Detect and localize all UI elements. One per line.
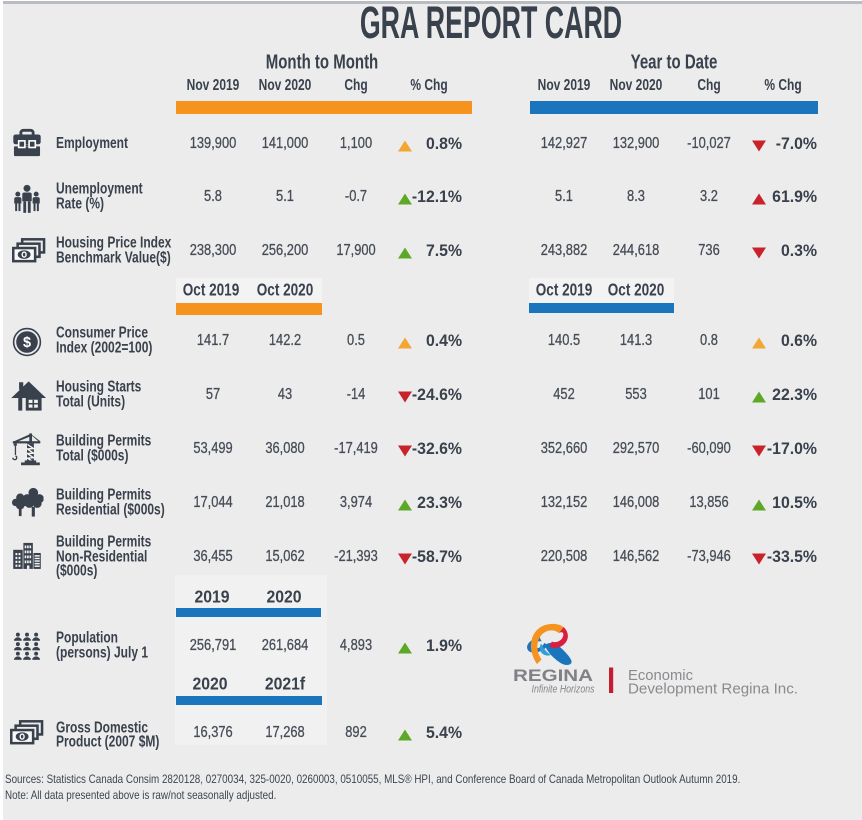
svg-text:Economic: Economic — [628, 667, 693, 684]
svg-text:Development Regina Inc.: Development Regina Inc. — [628, 681, 798, 698]
svg-text:$: $ — [22, 335, 30, 351]
svg-text:REGINA: REGINA — [513, 667, 593, 685]
svg-text:Infinite Horizons: Infinite Horizons — [532, 684, 595, 696]
